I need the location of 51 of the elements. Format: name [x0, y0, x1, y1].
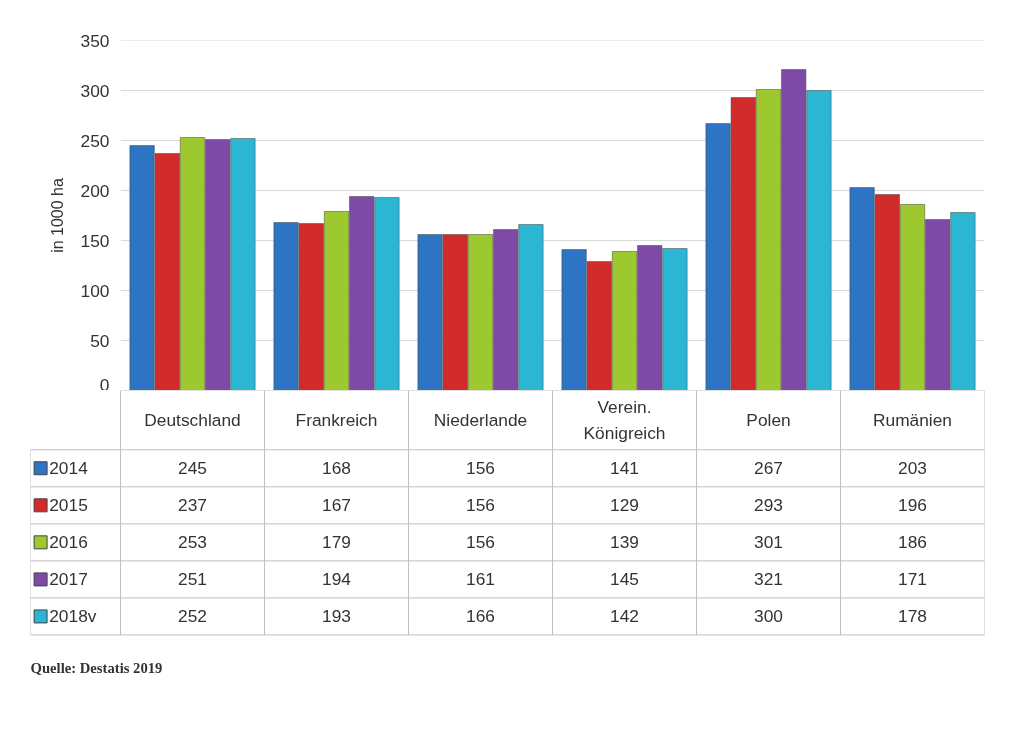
x-tick-label: Verein. Königreich	[583, 397, 666, 444]
data-label: 178	[898, 606, 927, 627]
y-tick-label: 300	[80, 80, 110, 101]
data-label: 156	[466, 532, 495, 553]
y-tick-label: 350	[80, 30, 110, 51]
data-label: 129	[610, 495, 639, 516]
legend-label: 2015	[49, 495, 88, 516]
source-note: Quelle: Destatis 2019	[30, 660, 163, 677]
data-label: 321	[754, 569, 783, 590]
data-label: 194	[322, 569, 352, 590]
data-label: 237	[178, 495, 207, 516]
data-label: 203	[898, 458, 927, 479]
data-label: 171	[898, 569, 927, 590]
y-tick-label: 150	[80, 230, 110, 251]
data-label: 245	[178, 458, 207, 479]
legend-label: 2018v	[49, 606, 97, 627]
data-label: 166	[466, 606, 495, 627]
y-tick-label: 100	[80, 280, 110, 301]
data-label: 142	[610, 606, 639, 627]
x-tick-label: Frankreich	[295, 410, 378, 431]
x-tick-label: Deutschland	[144, 410, 241, 431]
data-label: 139	[610, 532, 639, 553]
y-tick-label: 50	[90, 330, 110, 351]
data-label: 145	[610, 569, 639, 590]
data-label: 301	[754, 532, 783, 553]
data-label: 167	[322, 495, 351, 516]
data-label: 196	[898, 495, 927, 516]
data-label: 186	[898, 532, 927, 553]
data-label: 156	[466, 495, 495, 516]
data-label: 253	[178, 532, 207, 553]
legend-label: 2017	[49, 569, 88, 590]
y-tick-label: 200	[80, 180, 110, 201]
legend-label: 2016	[49, 532, 88, 553]
y-axis-title: in 1000 ha	[48, 178, 66, 253]
data-label: 168	[322, 458, 351, 479]
y-tick-label: 250	[80, 130, 110, 151]
data-label: 161	[466, 569, 495, 590]
data-label: 141	[610, 458, 639, 479]
data-label: 193	[322, 606, 351, 627]
data-label: 252	[178, 606, 207, 627]
x-tick-label: Rumänien	[873, 410, 952, 431]
data-label: 179	[322, 532, 351, 553]
x-tick-label: Polen	[746, 410, 791, 431]
x-tick-label: Niederlande	[433, 410, 528, 431]
legend-label: 2014	[49, 458, 89, 479]
data-label: 267	[754, 458, 783, 479]
y-tick-label: 0	[99, 374, 110, 395]
data-label: 293	[754, 495, 783, 516]
data-label: 300	[754, 606, 783, 627]
data-label: 156	[466, 458, 495, 479]
data-label: 251	[178, 569, 207, 590]
